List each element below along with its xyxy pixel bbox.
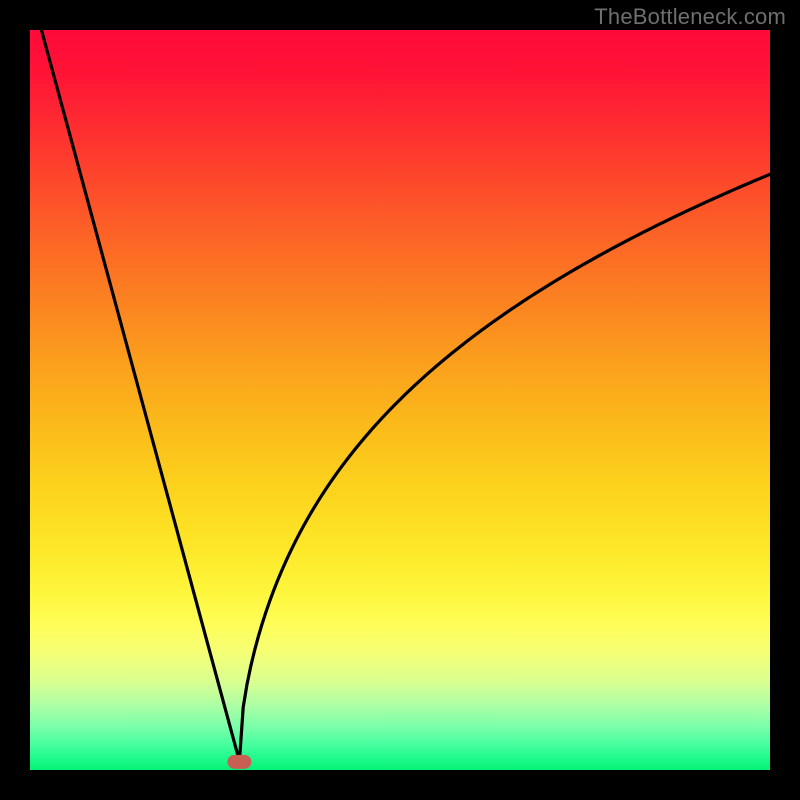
minimum-marker: [227, 755, 251, 769]
watermark-text: TheBottleneck.com: [594, 4, 786, 30]
bottleneck-chart: [30, 30, 770, 770]
chart-frame: [30, 30, 770, 770]
